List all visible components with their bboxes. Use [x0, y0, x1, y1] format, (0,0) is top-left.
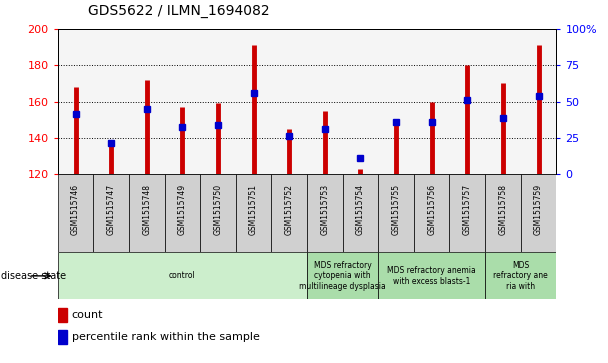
Text: MDS refractory anemia
with excess blasts-1: MDS refractory anemia with excess blasts…	[387, 266, 476, 286]
Bar	[343, 174, 378, 252]
Text: GSM1515755: GSM1515755	[392, 184, 401, 235]
Bar	[414, 174, 449, 252]
Bar	[271, 174, 307, 252]
Bar	[94, 174, 129, 252]
Text: GSM1515748: GSM1515748	[142, 184, 151, 234]
Text: percentile rank within the sample: percentile rank within the sample	[72, 332, 260, 342]
Text: count: count	[72, 310, 103, 321]
Bar	[129, 174, 165, 252]
Text: disease state: disease state	[1, 271, 66, 281]
Text: GDS5622 / ILMN_1694082: GDS5622 / ILMN_1694082	[88, 4, 270, 18]
Text: GSM1515752: GSM1515752	[285, 184, 294, 234]
Text: GSM1515749: GSM1515749	[178, 184, 187, 235]
Text: GSM1515746: GSM1515746	[71, 184, 80, 235]
Text: control: control	[169, 272, 196, 280]
Bar	[58, 252, 307, 299]
Text: GSM1515758: GSM1515758	[499, 184, 508, 234]
Text: GSM1515756: GSM1515756	[427, 184, 436, 235]
Bar	[449, 174, 485, 252]
Bar	[236, 174, 271, 252]
Bar	[307, 174, 343, 252]
Bar	[485, 174, 520, 252]
Bar	[378, 174, 414, 252]
Bar	[58, 174, 94, 252]
Text: GSM1515747: GSM1515747	[106, 184, 116, 235]
Bar	[520, 174, 556, 252]
Text: GSM1515759: GSM1515759	[534, 184, 543, 235]
Text: GSM1515754: GSM1515754	[356, 184, 365, 235]
Bar	[378, 252, 485, 299]
Text: MDS refractory
cytopenia with
multilineage dysplasia: MDS refractory cytopenia with multilinea…	[299, 261, 386, 291]
Bar	[58, 330, 67, 344]
Text: GSM1515751: GSM1515751	[249, 184, 258, 234]
Bar	[58, 309, 67, 322]
Bar	[485, 252, 556, 299]
Bar	[307, 252, 378, 299]
Text: GSM1515753: GSM1515753	[320, 184, 330, 235]
Bar	[165, 174, 200, 252]
Text: GSM1515757: GSM1515757	[463, 184, 472, 235]
Text: MDS
refractory ane
ria with: MDS refractory ane ria with	[493, 261, 548, 291]
Bar	[200, 174, 236, 252]
Text: GSM1515750: GSM1515750	[213, 184, 223, 235]
